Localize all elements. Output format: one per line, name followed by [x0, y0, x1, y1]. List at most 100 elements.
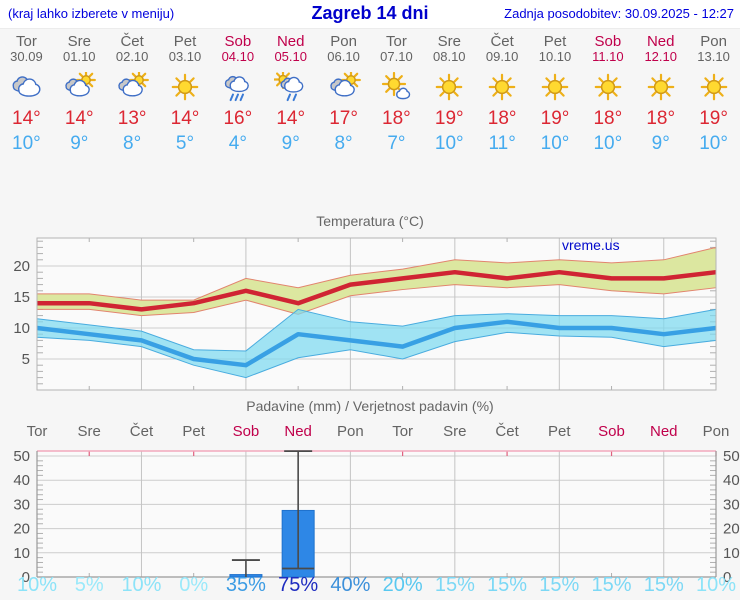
precip-axis-tick-label: 30: [13, 496, 30, 513]
day-name-label: Čet: [120, 33, 144, 50]
day-date-label: 11.10: [592, 49, 624, 64]
temp-axis-tick-label: 10: [13, 320, 30, 337]
day-name-label: Pet: [543, 33, 567, 50]
page-title: Zagreb 14 dni: [311, 3, 429, 23]
high-temp-label: 19°: [434, 108, 464, 129]
min-temperature-line: [36, 319, 717, 368]
forecast-day-column: Sre 01.10 14° 9°: [53, 30, 106, 172]
precip-probability-label: 15%: [487, 574, 528, 596]
day-date-label: 10.10: [538, 49, 572, 64]
day-date-label: 08.10: [433, 49, 466, 64]
low-temp-label: 10°: [593, 133, 623, 154]
precip-day-label: Pet: [548, 423, 571, 440]
precip-probability-label: 10%: [16, 574, 58, 596]
sunny-icon: [594, 73, 622, 101]
forecast-day-column: Tor 07.10 18° 7°: [370, 30, 423, 172]
high-temp-label: 19°: [699, 108, 728, 129]
temp-axis-tick-label: 15: [13, 289, 30, 306]
day-name-label: Sob: [224, 33, 252, 50]
partly-sunny-icon: [65, 70, 97, 97]
precip-probability-label: 15%: [643, 574, 684, 596]
precip-axis-tick-label: 10: [723, 545, 740, 562]
day-date-label: 30.09: [10, 49, 43, 64]
precip-axis-tick-label: 10: [13, 545, 30, 562]
location-menu-hint: (kraj lahko izberete v meniju): [8, 6, 175, 21]
day-date-label: 12.10: [644, 49, 677, 64]
precip-axis-tick-label: 20: [723, 521, 740, 538]
precip-day-label: Pon: [337, 423, 364, 440]
high-temp-label: 14°: [64, 108, 94, 129]
day-name-label: Sob: [594, 33, 622, 50]
day-name-label: Ned: [276, 33, 305, 50]
sunny-icon: [541, 73, 569, 101]
high-temp-label: 17°: [329, 108, 358, 129]
precip-probability-label: 10%: [121, 574, 162, 596]
high-temp-label: 18°: [593, 108, 623, 129]
day-name-label: Pet: [173, 33, 197, 50]
high-temp-label: 13°: [117, 108, 147, 129]
day-name-label: Tor: [386, 33, 407, 50]
precip-day-label: Čet: [495, 423, 519, 440]
forecast-day-column: Pet 10.10 19° 10°: [529, 30, 582, 172]
forecast-day-column: Pet 03.10 14° 5°: [159, 30, 212, 172]
precipitation-chart-title: Padavine (mm) / Verjetnost padavin (%): [246, 398, 494, 414]
day-date-label: 05.10: [274, 49, 307, 64]
day-name-label: Sre: [437, 33, 461, 50]
precip-day-label: Sre: [77, 423, 101, 440]
day-name-label: Pon: [700, 33, 727, 50]
forecast-day-column: Tor 30.09 14° 10°: [0, 30, 53, 172]
weather-icon-slot: [159, 72, 212, 106]
low-temp-label: 10°: [434, 133, 464, 154]
weather-icon-slot: [581, 72, 634, 106]
precip-axis-tick-label: 0: [723, 569, 731, 586]
day-date-label: 07.10: [380, 49, 413, 64]
high-temp-label: 18°: [487, 108, 517, 129]
weather-icon-slot: [423, 72, 476, 106]
day-name-label: Sre: [67, 33, 91, 50]
low-temp-label: 8°: [334, 133, 353, 154]
sunny-icon: [435, 73, 463, 101]
high-temp-label: 18°: [646, 108, 676, 129]
precip-probability-label: 10%: [695, 574, 737, 596]
day-date-label: 06.10: [327, 49, 360, 64]
precip-axis-tick-label: 40: [13, 472, 30, 489]
max-temperature-line: [37, 269, 717, 312]
cloudy-icon: [12, 76, 41, 97]
day-name-label: Čet: [490, 33, 514, 50]
sun-rain-icon: [273, 70, 304, 102]
forecast-day-column: Pon 13.10 19° 10°: [687, 30, 740, 172]
high-temp-label: 16°: [223, 108, 253, 129]
high-temp-label: 14°: [276, 108, 306, 129]
day-name-label: Ned: [646, 33, 675, 50]
precip-day-label: Tor: [392, 423, 414, 440]
low-temp-label: 9°: [70, 133, 89, 154]
precip-day-label: Pon: [702, 423, 730, 440]
forecast-day-column: Čet 09.10 18° 11°: [476, 30, 529, 172]
precip-day-label: Ned: [650, 423, 678, 440]
precipitation-chart: 0 0 10 10 20 20 30 30 40 40 50 50: [13, 448, 740, 586]
low-temp-label: 7°: [387, 133, 406, 154]
forecast-day-column: Sob 11.10 18° 10°: [581, 30, 634, 172]
precip-probability-label: 15%: [539, 574, 580, 596]
header-bar: (kraj lahko izberete v meniju) Zagreb 14…: [0, 0, 740, 29]
precip-probability-label: 15%: [591, 574, 632, 596]
low-temp-label: 8°: [123, 133, 142, 154]
precipitation-day-labels: Tor Sre Čet Pet Sob Ned Pon Tor Sre Čet Pet Sob Ned P…: [0, 423, 740, 441]
high-temp-label: 14°: [170, 108, 200, 129]
precip-axis-tick-label: 20: [13, 521, 30, 538]
sunny-icon: [171, 73, 199, 101]
precip-axis-tick-label: 50: [723, 448, 740, 465]
precip-probability-label: 5%: [74, 574, 104, 596]
temperature-chart: 5 10 15 20: [13, 237, 717, 391]
day-date-label: 03.10: [168, 49, 202, 64]
day-date-label: 02.10: [115, 49, 149, 64]
precip-probability-label: 75%: [278, 574, 319, 596]
precip-day-label: Sob: [598, 423, 625, 440]
low-temp-label: 9°: [651, 133, 670, 154]
low-temp-label: 11°: [488, 133, 516, 154]
forecast-day-column: Ned 05.10 14° 9°: [264, 30, 317, 172]
temp-axis-tick-label: 5: [22, 351, 30, 368]
precip-axis-tick-label: 50: [13, 448, 30, 465]
high-temp-label: 19°: [540, 108, 570, 129]
precip-day-label: Čet: [129, 423, 154, 440]
